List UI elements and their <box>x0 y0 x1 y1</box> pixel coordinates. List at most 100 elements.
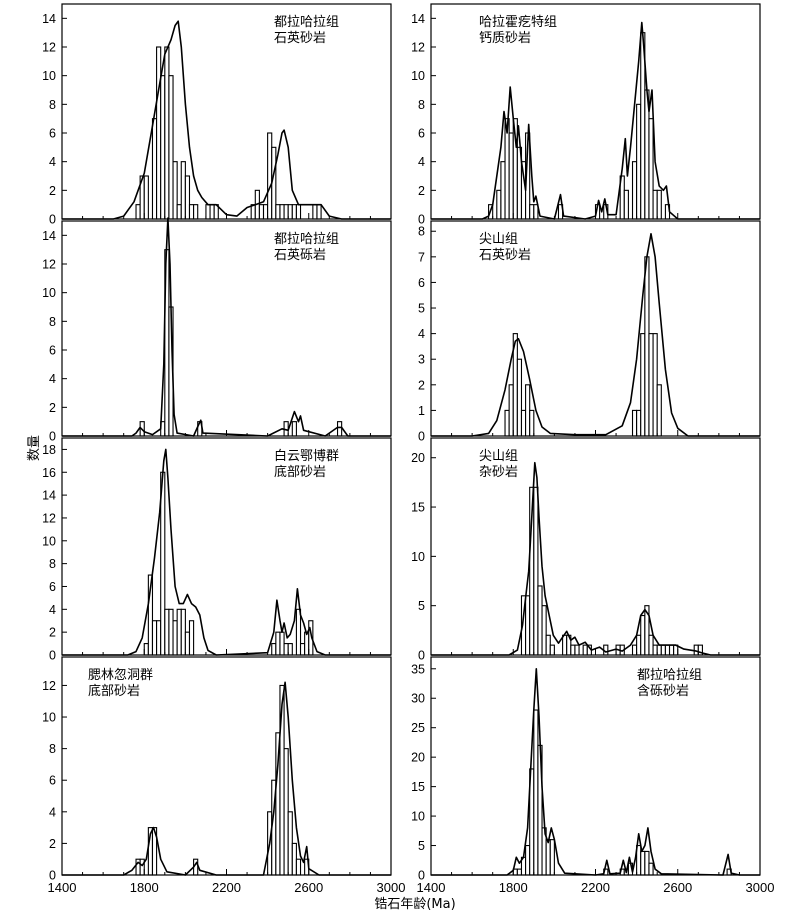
histogram-bar <box>184 631 191 656</box>
histogram-bar <box>143 643 149 656</box>
y-tick-label: 4 <box>418 327 425 341</box>
sample-title-line: 底部砂岩 <box>274 464 326 480</box>
histogram-bar <box>316 204 322 220</box>
histogram-bar <box>636 634 642 656</box>
histogram-bar <box>279 631 285 656</box>
y-tick-label: 14 <box>42 489 56 503</box>
x-tick-label: 1800 <box>130 880 159 895</box>
y-tick-label: 6 <box>49 344 56 358</box>
histogram-bar <box>631 161 638 220</box>
y-tick-label: 6 <box>49 127 56 141</box>
histogram-bar <box>262 204 269 220</box>
histogram-bar <box>648 862 654 876</box>
y-tick-label: 10 <box>42 69 56 83</box>
x-tick-label: 1400 <box>48 880 77 895</box>
y-axis-label: 数量 <box>27 435 42 461</box>
histogram-bar <box>164 46 170 220</box>
chart-panel-8: 0 5 10 15 20 25 30 35 1400 1800 2200 2600 3000 都拉哈拉组含… <box>411 656 774 895</box>
histogram-bar <box>529 409 535 437</box>
histogram-bar <box>172 161 178 220</box>
histogram-bar <box>652 644 658 656</box>
histogram-bar <box>652 189 658 220</box>
histogram-bar <box>287 643 293 656</box>
histogram-bar <box>496 189 502 220</box>
y-tick-label: 10 <box>411 550 425 564</box>
histogram-bar <box>648 333 654 437</box>
y-tick-label: 0 <box>49 430 56 444</box>
y-tick-label: 8 <box>418 225 425 239</box>
y-tick-label: 6 <box>418 276 425 290</box>
y-tick-label: 2 <box>49 626 56 640</box>
y-tick-label: 15 <box>411 501 425 515</box>
y-tick-label: 0 <box>418 213 425 227</box>
y-tick-label: 35 <box>411 662 425 676</box>
histogram-bar <box>193 204 199 220</box>
histogram-bar <box>537 585 543 656</box>
y-tick-label: 6 <box>49 580 56 594</box>
y-tick-label: 30 <box>411 692 425 706</box>
y-tick-label: 2 <box>418 378 425 392</box>
histogram-bar <box>209 204 215 220</box>
sample-title-line: 哈拉霍疙特组 <box>479 15 557 30</box>
x-tick-label: 1800 <box>499 880 528 895</box>
histogram-bar <box>648 634 654 656</box>
y-tick-label: 2 <box>49 184 56 198</box>
histogram-bar <box>180 608 186 656</box>
histogram-bar <box>151 620 158 656</box>
histogram-bar <box>279 204 285 220</box>
histogram-bar <box>648 118 654 220</box>
y-tick-label: 4 <box>49 603 56 617</box>
plot-frame <box>430 656 761 876</box>
histogram-bar <box>631 409 638 437</box>
histogram-bar <box>668 644 675 656</box>
histogram-bar <box>283 643 289 656</box>
histogram-bar <box>312 204 318 220</box>
histogram-bar <box>172 620 178 656</box>
sample-title-line: 尖山组 <box>479 449 518 464</box>
y-tick-label: 2 <box>418 184 425 198</box>
histogram-bar <box>549 644 555 656</box>
y-tick-label: 0 <box>49 649 56 663</box>
y-tick-label: 5 <box>418 599 425 613</box>
histogram-bar <box>500 161 506 220</box>
y-tick-label: 12 <box>42 679 56 693</box>
sample-title-line: 石英砂岩 <box>274 31 326 46</box>
plot-frame <box>61 220 392 437</box>
probability-density-curve <box>431 21 760 220</box>
sample-title-line: 杂砂岩 <box>479 465 518 480</box>
histogram-bar <box>299 643 306 656</box>
histogram-bar <box>640 850 646 876</box>
probability-density-curve <box>431 668 760 876</box>
y-tick-label: 1 <box>418 404 425 418</box>
histogram-bar <box>636 409 642 437</box>
sample-title-line: 石英砂岩 <box>479 248 531 263</box>
sample-title-line: 石英砾岩 <box>274 248 326 263</box>
y-tick-label: 0 <box>49 213 56 227</box>
y-tick-label: 20 <box>411 751 425 765</box>
histogram-bar <box>160 75 166 220</box>
y-tick-label: 6 <box>418 127 425 141</box>
histogram-bar <box>541 605 547 656</box>
sample-title-line: 含砾砂岩 <box>637 683 689 699</box>
y-tick-label: 15 <box>411 780 425 794</box>
histogram-bar <box>664 644 671 656</box>
histogram-bar <box>168 75 174 220</box>
y-tick-label: 8 <box>49 557 56 571</box>
y-tick-label: 8 <box>49 315 56 329</box>
histogram-bar <box>644 850 650 876</box>
y-tick-label: 25 <box>411 721 425 735</box>
histogram-bar <box>508 132 514 220</box>
histogram-bar <box>570 644 576 656</box>
histogram-bar <box>574 644 580 656</box>
histogram-bar <box>283 204 289 220</box>
sample-title-line: 都拉哈拉组 <box>274 15 339 30</box>
y-tick-label: 10 <box>411 69 425 83</box>
histogram-bar <box>258 204 265 220</box>
histogram-bar <box>176 608 182 656</box>
